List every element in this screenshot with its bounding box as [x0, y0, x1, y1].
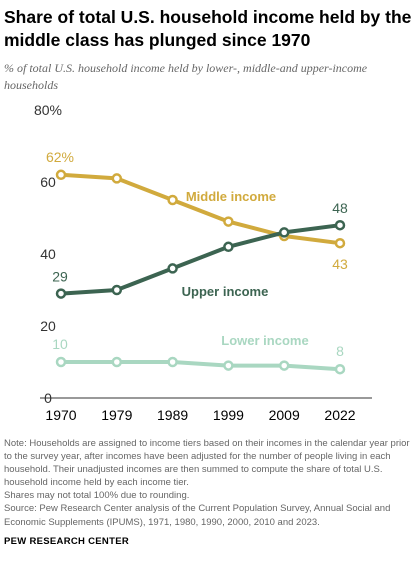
- middle-income-line: [60, 172, 341, 246]
- lower-income-point: [55, 356, 67, 368]
- y-tick-label: 40: [40, 246, 56, 262]
- chart-notes: Note: Households are assigned to income …: [4, 437, 414, 529]
- upper-income-point: [111, 284, 123, 296]
- upper-income-end-label: 48: [332, 200, 348, 216]
- middle-income-start-label: 62%: [46, 149, 74, 165]
- x-tick-label: 1979: [101, 407, 132, 423]
- middle-income-point: [334, 237, 346, 249]
- x-tick-label: 1999: [213, 407, 244, 423]
- lower-income-start-label: 10: [52, 336, 68, 352]
- lower-income-series-label: Lower income: [221, 333, 308, 348]
- middle-income-series-label: Middle income: [186, 189, 276, 204]
- upper-income-point: [278, 227, 290, 238]
- middle-income-point: [167, 194, 178, 206]
- upper-income-point: [223, 241, 234, 253]
- rounding-note: Shares may not total 100% due to roundin…: [4, 490, 190, 502]
- lower-income-point: [223, 360, 234, 371]
- upper-income-start-label: 29: [52, 269, 68, 285]
- y-tick-label: 20: [40, 318, 56, 334]
- lower-income-point: [167, 356, 178, 368]
- middle-income-end-label: 43: [332, 256, 348, 272]
- y-tick-label: 60: [40, 174, 56, 190]
- upper-income-line: [60, 223, 341, 296]
- x-tick-label: 1970: [45, 407, 76, 423]
- middle-income-point: [55, 169, 67, 181]
- source-text: Source: Pew Research Center analysis of …: [4, 503, 391, 528]
- middle-income-point: [223, 216, 234, 227]
- upper-income-point: [167, 263, 178, 274]
- chart-title: Share of total U.S. household income hel…: [4, 7, 412, 50]
- upper-income-point: [334, 219, 346, 231]
- lower-income-point: [111, 356, 123, 368]
- y-tick-label: 80%: [34, 102, 62, 118]
- line-chart: 0 20 40 60 80% 1970 1979 1989 1999 2009 2022 62% 43 M…: [34, 102, 372, 423]
- x-tick-label: 1989: [157, 407, 188, 423]
- upper-income-point: [55, 288, 67, 299]
- lower-income-point: [334, 363, 346, 375]
- note-text: Note: Households are assigned to income …: [4, 438, 410, 489]
- lower-income-line: [61, 360, 341, 372]
- lower-income-end-label: 8: [336, 343, 344, 359]
- lower-income-point: [278, 360, 290, 371]
- chart-subtitle: % of total U.S. household income held by…: [4, 61, 368, 92]
- x-tick-label: 2022: [324, 407, 355, 423]
- x-tick-label: 2009: [269, 407, 300, 423]
- org-name: PEW RESEARCH CENTER: [4, 536, 129, 547]
- upper-income-series-label: Upper income: [182, 284, 269, 299]
- middle-income-point: [111, 173, 123, 184]
- y-tick-label: 0: [44, 390, 52, 406]
